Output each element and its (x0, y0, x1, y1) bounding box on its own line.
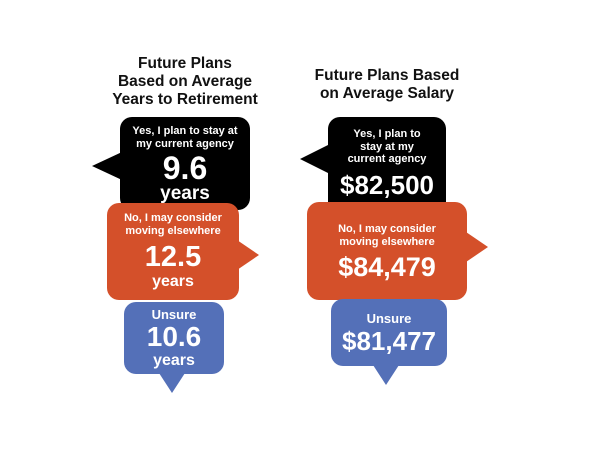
right-stay-label-line-2: stay at my (360, 140, 414, 153)
right-unsure-bubble-tail (373, 365, 399, 385)
left-unsure-label: Unsure (151, 307, 197, 322)
right-unsure-value: $81,477 (342, 326, 436, 356)
left-title-line-1: Future Plans (138, 55, 232, 72)
right-consider-value: $84,479 (338, 252, 436, 282)
right-stay-value: $82,500 (340, 169, 434, 200)
right-consider-bubble-tail (466, 232, 488, 262)
left-stay-value: 9.6 (162, 150, 208, 186)
left-consider-label-line-2: moving elsewhere (125, 224, 221, 237)
right-title-line-2: on Average Salary (319, 85, 455, 102)
right-unsure-label: Unsure (366, 311, 412, 326)
left-consider-bubble: No, I may consider moving elsewhere 12.5… (107, 203, 239, 300)
right-title: Future Plans Based on Average Salary (292, 67, 482, 103)
right-stay-label-line-3: current agency (347, 153, 427, 165)
right-title-line-1: Future Plans Based (314, 67, 460, 84)
left-stay-label-line-2: my current agency (136, 137, 234, 150)
left-consider-unit: years (152, 273, 194, 290)
right-consider-label-line-1: No, I may consider (338, 223, 436, 235)
left-title-line-2: Based on Average (117, 73, 253, 90)
right-consider-label-line-2: moving elsewhere (339, 235, 435, 248)
left-title-line-3: Years to Retirement (112, 91, 258, 108)
left-unsure-bubble-tail (159, 373, 185, 393)
right-stay-label-line-1: Yes, I plan to (353, 128, 421, 140)
left-stay-label-line-1: Yes, I plan to stay at (132, 125, 238, 137)
right-consider-bubble: No, I may consider moving elsewhere $84,… (307, 202, 467, 300)
left-consider-value: 12.5 (144, 241, 202, 273)
right-stay-bubble: Yes, I plan to stay at my current agency… (328, 117, 446, 217)
left-unsure-unit: years (153, 352, 195, 369)
left-unsure-value: 10.6 (146, 321, 202, 352)
left-unsure-bubble: Unsure 10.6 years (124, 302, 224, 374)
left-stay-unit: years (160, 183, 210, 204)
right-stay-bubble-tail (300, 144, 330, 174)
left-stay-bubble-tail (92, 152, 122, 180)
left-stay-bubble: Yes, I plan to stay at my current agency… (120, 117, 250, 210)
left-consider-label-line-1: No, I may consider (124, 212, 222, 224)
right-unsure-bubble: Unsure $81,477 (331, 299, 447, 366)
left-title: Future Plans Based on Average Years to R… (95, 55, 275, 109)
left-consider-bubble-tail (237, 240, 259, 270)
